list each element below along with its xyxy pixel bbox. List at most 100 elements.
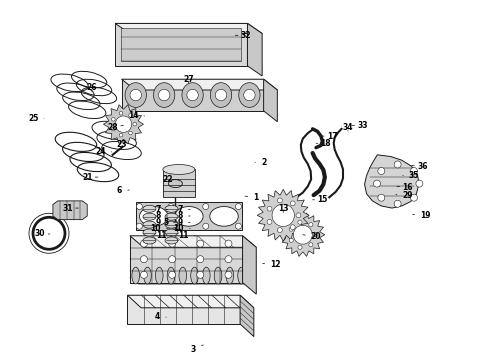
Circle shape — [309, 222, 313, 227]
Polygon shape — [127, 295, 254, 308]
Ellipse shape — [165, 221, 178, 228]
Circle shape — [309, 243, 313, 247]
Polygon shape — [365, 155, 419, 208]
Circle shape — [136, 203, 143, 210]
Circle shape — [129, 131, 132, 135]
Text: 23: 23 — [116, 140, 127, 149]
Ellipse shape — [163, 165, 195, 175]
Circle shape — [277, 228, 282, 233]
Circle shape — [169, 271, 175, 278]
Bar — [121, 28, 242, 61]
Circle shape — [133, 122, 137, 126]
Polygon shape — [115, 23, 262, 33]
Text: 3: 3 — [191, 345, 203, 354]
Text: 36: 36 — [412, 162, 428, 171]
Circle shape — [394, 161, 401, 168]
Circle shape — [141, 240, 147, 247]
Polygon shape — [127, 295, 240, 324]
Polygon shape — [115, 23, 247, 66]
Circle shape — [267, 206, 272, 211]
Circle shape — [112, 127, 115, 131]
Text: 14: 14 — [128, 112, 145, 120]
Text: 8: 8 — [155, 211, 168, 220]
Ellipse shape — [125, 83, 147, 107]
Text: 13: 13 — [278, 203, 289, 212]
Circle shape — [235, 203, 242, 210]
Text: 10: 10 — [173, 224, 190, 233]
Circle shape — [225, 271, 232, 278]
Text: 5: 5 — [163, 218, 175, 227]
Ellipse shape — [214, 267, 222, 284]
Ellipse shape — [153, 83, 175, 107]
Circle shape — [416, 180, 423, 187]
Text: 18: 18 — [316, 139, 331, 148]
Ellipse shape — [143, 205, 156, 212]
Text: 28: 28 — [107, 123, 123, 132]
Text: 9: 9 — [178, 218, 190, 227]
Text: 34: 34 — [343, 123, 353, 132]
Text: 4: 4 — [155, 311, 166, 320]
Circle shape — [115, 116, 132, 132]
Ellipse shape — [140, 207, 168, 226]
Text: 30: 30 — [35, 230, 50, 239]
Text: 22: 22 — [162, 175, 179, 184]
Text: 33: 33 — [352, 121, 368, 130]
Ellipse shape — [165, 205, 178, 212]
Circle shape — [235, 223, 242, 229]
Ellipse shape — [143, 237, 156, 244]
Circle shape — [141, 256, 147, 263]
Text: 7: 7 — [155, 205, 168, 214]
Ellipse shape — [202, 267, 210, 284]
Polygon shape — [130, 278, 256, 284]
Ellipse shape — [238, 267, 245, 284]
Ellipse shape — [167, 267, 175, 284]
Ellipse shape — [165, 229, 178, 236]
Circle shape — [298, 245, 302, 249]
Circle shape — [289, 227, 294, 231]
Circle shape — [296, 213, 301, 218]
Text: 20: 20 — [303, 233, 321, 242]
Circle shape — [169, 256, 175, 263]
Text: 6: 6 — [117, 186, 129, 194]
Polygon shape — [240, 295, 254, 337]
Circle shape — [277, 198, 282, 203]
Text: 1: 1 — [245, 193, 258, 202]
Polygon shape — [247, 23, 262, 76]
Text: 2: 2 — [255, 158, 266, 167]
Circle shape — [244, 89, 255, 101]
Ellipse shape — [143, 221, 156, 228]
Circle shape — [136, 223, 143, 229]
Text: 10: 10 — [150, 224, 168, 233]
Circle shape — [197, 240, 204, 247]
Circle shape — [141, 271, 147, 278]
Ellipse shape — [155, 267, 163, 284]
Ellipse shape — [210, 83, 232, 107]
Text: 8: 8 — [178, 211, 190, 220]
Ellipse shape — [144, 267, 151, 284]
Circle shape — [158, 89, 170, 101]
Text: 11: 11 — [178, 231, 195, 240]
Polygon shape — [103, 105, 144, 144]
Ellipse shape — [143, 229, 156, 236]
Circle shape — [119, 133, 123, 137]
Polygon shape — [53, 201, 87, 220]
Ellipse shape — [143, 213, 156, 220]
Text: 9: 9 — [155, 218, 168, 227]
Circle shape — [272, 204, 294, 226]
Ellipse shape — [132, 267, 140, 284]
Text: 32: 32 — [235, 31, 251, 40]
Circle shape — [203, 203, 209, 210]
Ellipse shape — [179, 267, 187, 284]
Circle shape — [168, 203, 174, 210]
Polygon shape — [122, 79, 264, 111]
Ellipse shape — [239, 83, 260, 107]
Circle shape — [411, 194, 417, 201]
Polygon shape — [257, 189, 309, 241]
Circle shape — [394, 200, 401, 207]
Circle shape — [373, 180, 380, 187]
Text: 19: 19 — [413, 211, 431, 220]
Circle shape — [314, 233, 318, 237]
Circle shape — [119, 112, 123, 115]
Circle shape — [197, 271, 204, 278]
Text: 11: 11 — [156, 231, 172, 240]
